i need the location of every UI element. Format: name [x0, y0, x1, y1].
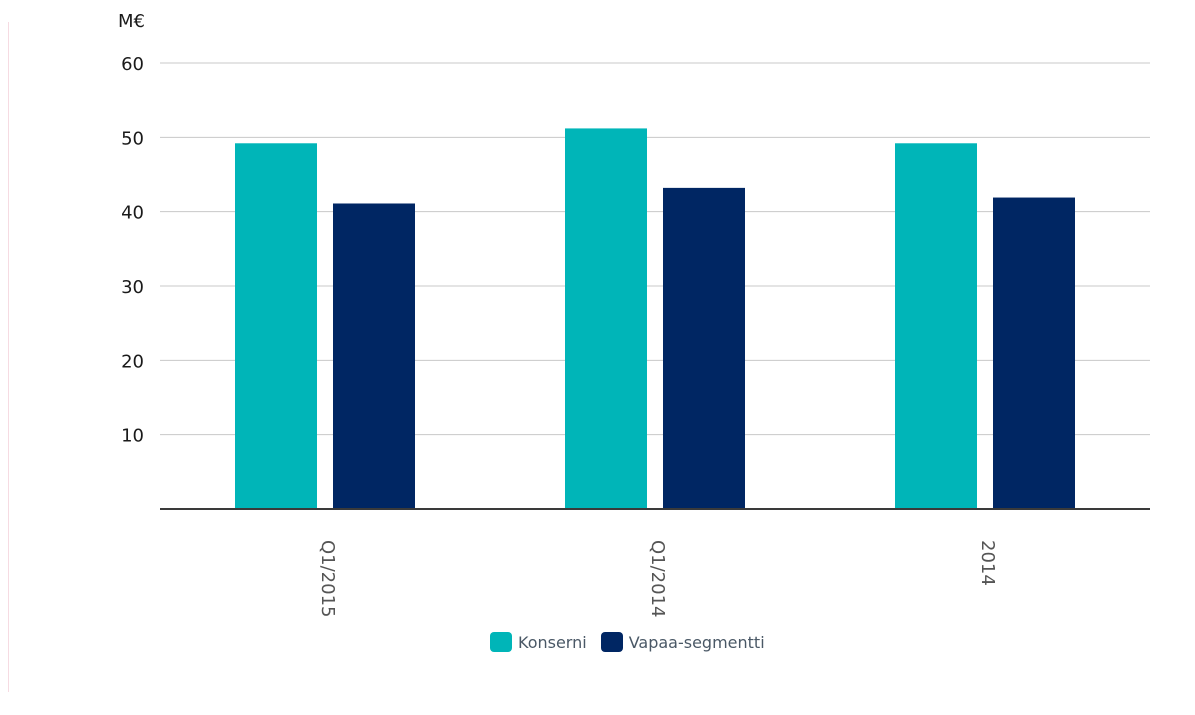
bars: [235, 128, 1075, 510]
y-tick-label: 50: [121, 128, 144, 149]
y-tick-label: 20: [121, 351, 144, 372]
gridlines: [160, 62, 1150, 436]
bar-2-2: [663, 187, 745, 509]
legend-swatch-series-1: [490, 632, 512, 652]
bar-1-3: [895, 143, 977, 509]
page-margin-rule: [8, 22, 9, 692]
bar-2-1: [333, 203, 415, 510]
legend-label-series-1: Konserni: [518, 632, 587, 652]
y-axis-unit-label: M€: [118, 11, 145, 32]
legend-label-series-2: Vapaa-segmentti: [628, 632, 765, 652]
bar-1-1: [235, 143, 317, 509]
bar-1-2: [565, 128, 647, 509]
y-tick-label: 10: [121, 426, 144, 447]
legend-swatch-series-2: [600, 632, 623, 652]
x-tick-label: Q1/2014: [647, 540, 668, 618]
legend-item-series-1: Konserni: [490, 632, 587, 652]
axes: 10 20 30 40 50 60 Q1/2015 Q1/2014 2014: [121, 54, 1150, 618]
legend-item-series-2: Vapaa-segmentti: [600, 632, 765, 652]
bar-2-3: [993, 197, 1075, 509]
x-tick-label: 2014: [977, 540, 998, 586]
legend: Konserni Vapaa-segmentti: [490, 632, 779, 652]
y-tick-label: 60: [121, 54, 144, 75]
x-tick-label: Q1/2015: [317, 540, 338, 618]
y-tick-label: 30: [121, 277, 144, 298]
y-tick-label: 40: [121, 203, 144, 224]
